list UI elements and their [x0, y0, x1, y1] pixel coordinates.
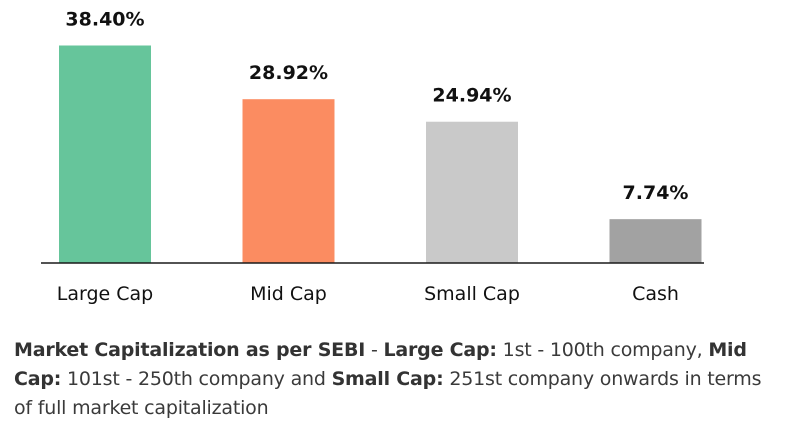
footnote-large-cap-label: Large Cap:: [383, 339, 497, 361]
value-label-cash: 7.74%: [623, 182, 689, 204]
value-label-large-cap: 38.40%: [65, 9, 144, 31]
footnote-separator: -: [365, 339, 384, 361]
footnote: Market Capitalization as per SEBI - Larg…: [14, 336, 774, 423]
footnote-title: Market Capitalization as per SEBI: [14, 339, 366, 361]
category-label-small-cap: Small Cap: [424, 283, 520, 305]
category-labels: Large Cap Mid Cap Small Cap Cash: [57, 283, 679, 305]
value-label-small-cap: 24.94%: [432, 85, 511, 107]
footnote-small-cap-label: Small Cap:: [331, 368, 444, 390]
footnote-small-cap-text: 251st company onwards in terms of full m…: [14, 368, 762, 419]
bar-mid-cap: [242, 99, 335, 263]
value-labels: 38.40% 28.92% 24.94% 7.74%: [65, 9, 688, 205]
footnote-mid-cap-label: Mid Cap:: [14, 339, 747, 390]
footnote-mid-cap-text: 101st - 250th company and: [61, 368, 332, 390]
bar-chart: 38.40% 28.92% 24.94% 7.74% Large Cap Mid Cap…: [41, 9, 704, 305]
category-label-large-cap: Large Cap: [57, 283, 153, 305]
category-label-mid-cap: Mid Cap: [250, 283, 327, 305]
value-label-mid-cap: 28.92%: [249, 62, 328, 84]
bar-cash: [609, 219, 702, 263]
category-label-cash: Cash: [632, 283, 679, 305]
bar-large-cap: [59, 45, 151, 263]
bar-group: [59, 45, 702, 263]
footnote-large-cap-text: 1st - 100th company,: [496, 339, 709, 361]
bar-small-cap: [426, 121, 518, 263]
